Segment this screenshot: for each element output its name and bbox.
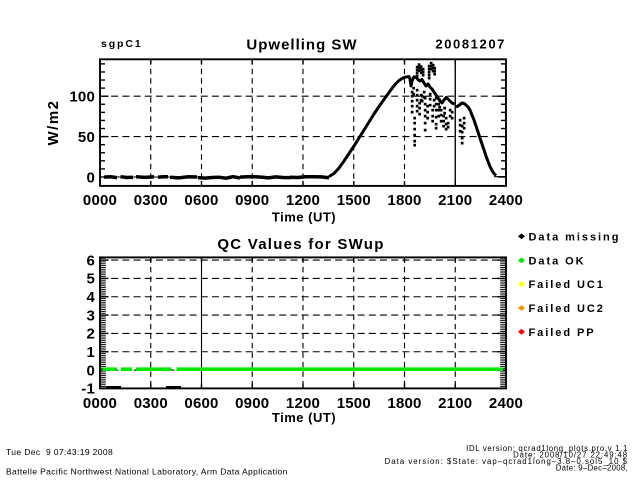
svg-text:Upwelling SW: Upwelling SW [246,37,357,54]
svg-text:4: 4 [86,289,95,306]
svg-text:-1: -1 [81,381,95,398]
svg-text:2400: 2400 [489,395,523,412]
svg-text:0900: 0900 [235,395,269,412]
svg-text:0000: 0000 [83,395,117,412]
svg-text:Data version: $State: vap–qcra: Data version: $State: vap–qcrad1long–3.8… [385,457,628,466]
svg-text:Failed UC2: Failed UC2 [529,303,605,315]
svg-text:20081207: 20081207 [435,36,506,51]
svg-text:0300: 0300 [134,395,168,412]
svg-text:IDL version: qcrad1long_plots.: IDL version: qcrad1long_plots.pro,v 1.1 [466,444,628,453]
svg-text:1: 1 [86,344,95,361]
svg-text:Time (UT): Time (UT) [272,210,336,225]
svg-text:Date: 2008/10/27 22:49:48: Date: 2008/10/27 22:49:48 [513,450,628,459]
svg-text:1800: 1800 [387,192,421,209]
svg-text:3: 3 [86,307,95,324]
svg-text:50: 50 [78,129,95,146]
svg-text:0: 0 [86,362,95,379]
svg-text:Failed PP: Failed PP [529,327,596,339]
svg-text:sgpC1: sgpC1 [101,38,143,50]
svg-text:0: 0 [86,169,95,186]
svg-text:100: 100 [69,89,95,106]
svg-text:1800: 1800 [387,395,421,412]
svg-text:W/m2: W/m2 [45,99,62,145]
svg-text:0600: 0600 [184,395,218,412]
svg-text:1200: 1200 [286,395,320,412]
svg-text:Tue Dec 9 07:43:19 2008: Tue Dec 9 07:43:19 2008 [6,447,113,457]
svg-text:2400: 2400 [489,192,523,209]
svg-text:0900: 0900 [235,192,269,209]
svg-text:0000: 0000 [83,192,117,209]
svg-text:2: 2 [86,326,95,343]
svg-text:5: 5 [86,271,95,288]
svg-text:6: 6 [86,252,95,269]
svg-text:1200: 1200 [286,192,320,209]
svg-text:Time (UT): Time (UT) [272,410,336,425]
svg-text:Data missing: Data missing [529,231,621,243]
svg-text:Failed UC1: Failed UC1 [529,279,605,291]
svg-text:1500: 1500 [337,192,371,209]
svg-text:Data OK: Data OK [529,255,586,267]
svg-text:Battelle Pacific Northwest Nat: Battelle Pacific Northwest National Labo… [6,467,288,477]
svg-text:0300: 0300 [134,192,168,209]
svg-text:2100: 2100 [438,395,472,412]
svg-text:2100: 2100 [438,192,472,209]
svg-text:Date: 9–Dec–2008,: Date: 9–Dec–2008, [556,463,628,472]
svg-text:1500: 1500 [337,395,371,412]
svg-text:0600: 0600 [184,192,218,209]
svg-text:QC Values for SWup: QC Values for SWup [217,236,384,253]
